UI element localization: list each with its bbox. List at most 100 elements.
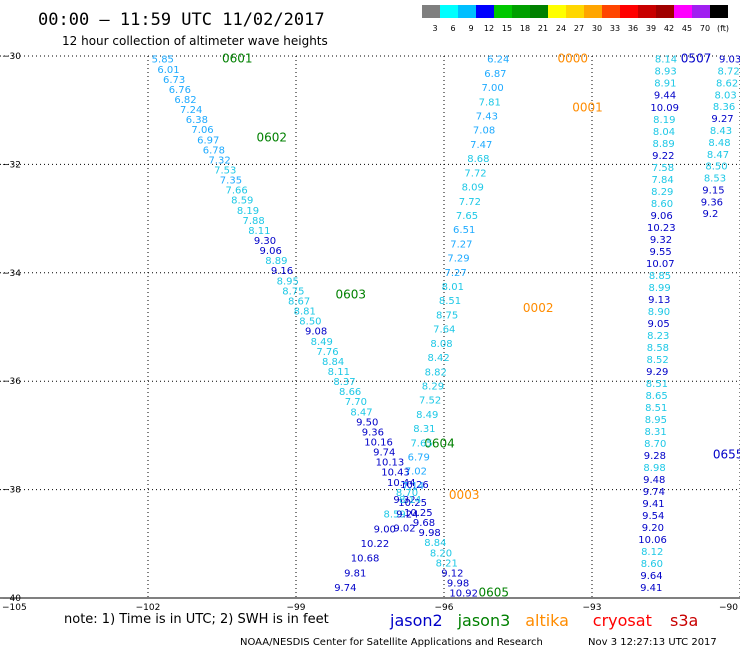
swh-value-label: 9.00: [374, 524, 396, 535]
swh-value-label: 10.25: [404, 508, 433, 519]
swh-value-label: 6.01: [157, 65, 179, 76]
swh-value-label: 8.11: [248, 226, 270, 237]
swh-value-label: 10.23: [647, 223, 676, 234]
swh-value-label: 7.70: [345, 397, 367, 408]
swh-value-label: 9.36: [362, 427, 384, 438]
colorbar-label: 12: [484, 24, 494, 33]
swh-value-label: 10.16: [364, 437, 393, 448]
colorbar-swatch: [620, 5, 638, 18]
swh-value-label: 7.02: [405, 467, 427, 478]
swh-value-label: 7.65: [456, 211, 478, 222]
swh-value-label: 9.74: [643, 487, 665, 498]
pass-time-label: 0603: [335, 287, 366, 301]
y-tick-label: −34: [2, 269, 21, 279]
colorbar-swatch: [458, 5, 476, 18]
swh-value-label: 8.62: [716, 78, 738, 89]
swh-value-label: 7.81: [479, 97, 501, 108]
swh-value-label: 8.99: [648, 283, 670, 294]
colorbar-swatch: [512, 5, 530, 18]
swh-value-label: 8.19: [237, 206, 259, 217]
swh-value-label: 8.50: [299, 317, 321, 328]
swh-value-label: 10.25: [398, 498, 427, 509]
swh-value-label: 6.38: [186, 115, 208, 126]
swh-value-label: 8.42: [427, 353, 449, 364]
x-tick-label: −96: [435, 603, 454, 613]
swh-value-label: 7.88: [243, 216, 265, 227]
colorbar-swatch: [440, 5, 458, 18]
swh-value-label: 6.78: [203, 145, 225, 156]
swh-value-label: 7.43: [476, 112, 498, 123]
colorbar-label: 15: [502, 24, 512, 33]
swh-value-label: 8.59: [384, 510, 406, 521]
pass-time-label: 0655: [713, 447, 740, 461]
swh-value-label: 9.02: [393, 524, 415, 535]
x-tick-label: −93: [583, 603, 602, 613]
swh-value-label: 9.12: [441, 568, 463, 579]
colorbar-swatch: [422, 5, 440, 18]
swh-value-label: 8.60: [641, 559, 663, 570]
swh-value-label: 8.09: [462, 183, 484, 194]
pass-time-label: 0507: [681, 52, 712, 66]
colorbar-label: 27: [574, 24, 584, 33]
swh-value-label: 6.51: [453, 225, 475, 236]
colorbar-swatch: [674, 5, 692, 18]
colorbar-label: 6: [450, 24, 455, 33]
swh-value-label: 9.44: [654, 91, 676, 102]
swh-value-label: 6.87: [484, 69, 506, 80]
x-tick-label: −105: [2, 603, 27, 613]
colorbar-swatch: [584, 5, 602, 18]
swh-value-label: 9.20: [642, 523, 664, 534]
swh-value-label: 7.52: [419, 396, 441, 407]
swh-value-label: 9.74: [373, 448, 395, 459]
swh-value-label: 8.14: [655, 55, 677, 66]
colorbar-swatch: [638, 5, 656, 18]
swh-value-label: 8.49: [311, 337, 333, 348]
colorbar-swatch: [566, 5, 584, 18]
swh-value-label: 9.2: [702, 209, 718, 220]
colorbar-label: 21: [538, 24, 548, 33]
swh-value-label: 8.14: [399, 495, 421, 506]
swh-value-label: 8.58: [647, 343, 669, 354]
x-tick-label: −90: [719, 603, 738, 613]
swh-value-label: 8.36: [713, 102, 735, 113]
legend-jason2: jason2: [389, 611, 443, 630]
swh-value-label: 8.31: [644, 427, 666, 438]
swh-value-label: 8.66: [339, 387, 361, 398]
pass-time-label: 0605: [479, 586, 510, 600]
swh-value-label: 8.37: [333, 377, 355, 388]
swh-value-label: 8.91: [654, 79, 676, 90]
swh-value-label: 8.98: [643, 463, 665, 474]
track-jason2: 10.26 9.32 8.59 9.00 10.22 10.68 9.81 9.74: [334, 480, 429, 594]
swh-value-label: 9.08: [305, 327, 327, 338]
swh-value-label: 8.89: [653, 139, 675, 150]
generated-timestamp: Nov 3 12:27:13 UTC 2017: [588, 637, 717, 648]
swh-value-label: 9.41: [642, 499, 664, 510]
colorbar-swatch: [530, 5, 548, 18]
swh-value-label: 8.49: [416, 410, 438, 421]
swh-value-label: 8.82: [425, 367, 447, 378]
swh-value-label: 7.27: [445, 268, 467, 279]
swh-value-label: 6.76: [169, 85, 191, 96]
swh-value-label: 7.00: [481, 83, 503, 94]
swh-value-label: 9.06: [260, 246, 282, 257]
y-tick-label: −32: [2, 160, 21, 170]
swh-value-label: 7.35: [220, 176, 242, 187]
swh-value-label: 7.66: [225, 186, 247, 197]
swh-value-label: 8.11: [328, 367, 350, 378]
pass-time-label: 0601: [222, 52, 253, 66]
swh-value-label: 7.29: [447, 254, 469, 265]
swh-value-label: 9.15: [702, 185, 724, 196]
track-s3a: 9.038.728.628.038.369.278.438.488.478.50…: [701, 55, 740, 220]
swh-value-label: 7.32: [208, 155, 230, 166]
colorbar-swatch: [548, 5, 566, 18]
swh-value-label: 9.98: [447, 579, 469, 590]
swh-value-label: 7.06: [191, 125, 213, 136]
pass-time-label: 0001: [572, 100, 603, 114]
swh-value-label: 7.72: [464, 168, 486, 179]
x-tick-label: −102: [136, 603, 161, 613]
swh-value-label: 8.47: [707, 150, 729, 161]
y-tick-label: −36: [2, 377, 21, 387]
axis-ticks: −30 −32 −34 −36 −38 −40−105 −102 −99 −96 −93 −90: [2, 52, 738, 613]
swh-value-label: 8.19: [653, 115, 675, 126]
swh-value-label: 8.01: [442, 282, 464, 293]
